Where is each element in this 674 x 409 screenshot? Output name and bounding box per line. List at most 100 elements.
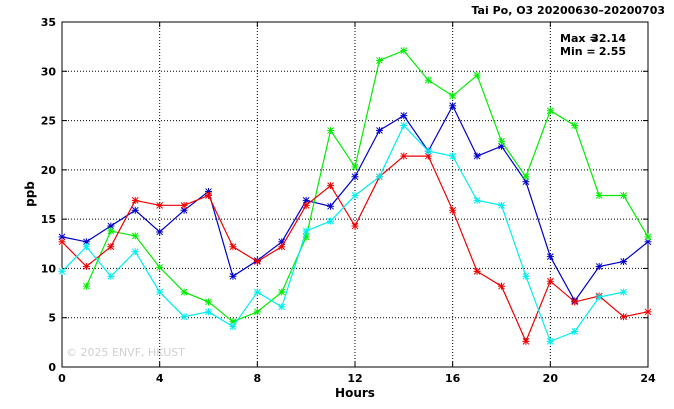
data-point bbox=[644, 308, 652, 316]
data-point bbox=[644, 233, 652, 241]
x-tick-label: 12 bbox=[347, 372, 362, 385]
data-point bbox=[253, 308, 261, 316]
data-point bbox=[473, 152, 481, 160]
data-point bbox=[58, 238, 66, 246]
data-point bbox=[180, 313, 188, 321]
series-line bbox=[61, 124, 624, 343]
y-tick-label: 10 bbox=[41, 262, 57, 275]
x-tick-label: 16 bbox=[445, 372, 461, 385]
data-point bbox=[424, 147, 432, 155]
data-point bbox=[156, 263, 164, 271]
data-point bbox=[205, 308, 212, 316]
data-point bbox=[449, 102, 457, 110]
data-point bbox=[351, 222, 359, 230]
data-point bbox=[620, 258, 628, 266]
x-tick-label: 4 bbox=[156, 372, 164, 385]
data-point bbox=[522, 337, 530, 345]
series-3 bbox=[58, 152, 652, 345]
data-point bbox=[278, 243, 286, 251]
data-point bbox=[498, 137, 505, 145]
y-tick-label: 5 bbox=[48, 312, 56, 325]
x-tick-label: 8 bbox=[254, 372, 262, 385]
data-point bbox=[253, 288, 261, 296]
data-point bbox=[327, 202, 335, 210]
data-point bbox=[571, 328, 579, 336]
data-point bbox=[400, 152, 408, 160]
y-tick-label: 25 bbox=[41, 115, 56, 128]
data-point bbox=[205, 191, 212, 199]
data-point bbox=[82, 262, 90, 270]
min-label: Min = bbox=[560, 45, 596, 58]
chart-title: Tai Po, O3 20200630–20200703 bbox=[471, 4, 665, 17]
data-point bbox=[595, 262, 603, 270]
data-point bbox=[375, 173, 383, 181]
data-point bbox=[522, 272, 530, 280]
data-point bbox=[449, 92, 457, 100]
data-point bbox=[449, 206, 457, 214]
series-4 bbox=[58, 122, 628, 345]
x-tick-label: 24 bbox=[640, 372, 656, 385]
data-point bbox=[131, 206, 139, 214]
data-point bbox=[278, 303, 286, 311]
data-point bbox=[107, 272, 115, 280]
data-point bbox=[351, 173, 359, 181]
data-point bbox=[620, 288, 628, 296]
stats-box: Max = 32.14 Min = 2.55 bbox=[560, 32, 626, 58]
data-point bbox=[473, 71, 481, 79]
data-point bbox=[278, 288, 286, 296]
x-tick-label: 20 bbox=[543, 372, 559, 385]
data-point bbox=[424, 76, 432, 84]
data-point bbox=[131, 232, 139, 240]
y-tick-label: 15 bbox=[41, 213, 56, 226]
x-axis-title: Hours bbox=[335, 386, 375, 400]
series-2 bbox=[82, 47, 652, 326]
data-point bbox=[400, 47, 408, 55]
data-point bbox=[473, 196, 481, 204]
data-point bbox=[58, 233, 66, 241]
data-point bbox=[58, 267, 66, 275]
y-tick-label: 30 bbox=[41, 65, 57, 78]
data-point bbox=[302, 227, 310, 235]
data-point bbox=[131, 196, 139, 204]
data-point bbox=[595, 293, 603, 301]
data-point bbox=[156, 288, 164, 296]
data-point bbox=[351, 191, 359, 199]
data-point bbox=[546, 277, 554, 285]
data-point bbox=[327, 182, 335, 190]
series-line bbox=[85, 49, 649, 323]
data-point bbox=[449, 152, 457, 160]
data-point bbox=[473, 267, 481, 275]
data-point bbox=[82, 243, 90, 251]
data-point bbox=[327, 217, 335, 225]
data-point bbox=[302, 196, 310, 204]
max-value: 32.14 bbox=[591, 32, 626, 45]
data-point bbox=[620, 191, 628, 199]
data-point bbox=[156, 228, 164, 236]
data-point bbox=[546, 337, 554, 345]
data-point bbox=[375, 126, 383, 134]
data-point bbox=[571, 122, 579, 129]
data-point bbox=[229, 243, 237, 251]
data-point bbox=[180, 206, 188, 214]
data-point bbox=[522, 173, 530, 181]
data-point bbox=[107, 222, 115, 230]
series-group bbox=[58, 47, 652, 345]
data-point bbox=[620, 313, 628, 321]
series-1 bbox=[58, 102, 652, 305]
data-point bbox=[156, 201, 164, 209]
data-point bbox=[180, 288, 188, 296]
data-point bbox=[400, 122, 408, 129]
data-point bbox=[107, 243, 115, 251]
data-point bbox=[498, 282, 505, 290]
data-point bbox=[131, 248, 139, 256]
data-point bbox=[375, 56, 383, 64]
x-axis: 0 4 8 12 16 20 24 bbox=[58, 22, 656, 385]
data-point bbox=[546, 107, 554, 115]
y-axis: 0 5 10 15 20 25 30 35 bbox=[41, 16, 648, 374]
data-point bbox=[571, 298, 579, 306]
data-point bbox=[327, 126, 335, 134]
y-tick-label: 20 bbox=[41, 164, 57, 177]
data-point bbox=[595, 191, 603, 199]
data-point bbox=[229, 272, 237, 280]
